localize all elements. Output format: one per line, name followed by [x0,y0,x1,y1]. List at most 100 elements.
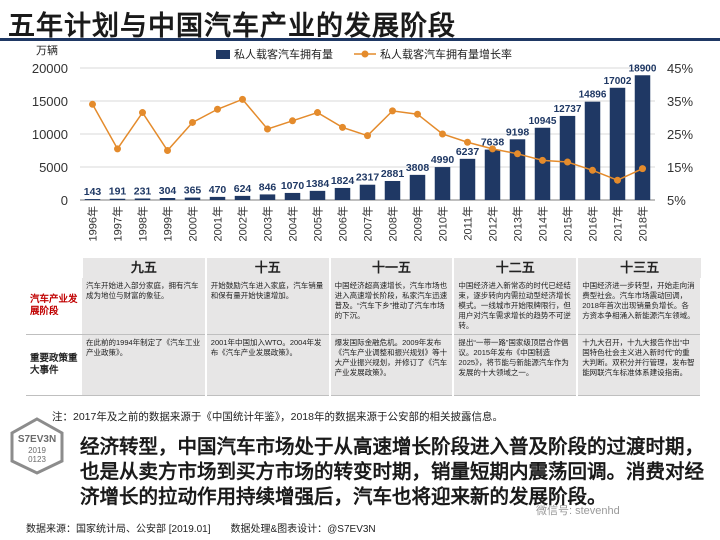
plan-header-10: 十五 [205,258,331,278]
row-label-stage: 汽车产业发展阶段 [26,278,82,335]
bar-value-label: 4990 [431,154,455,166]
bar [184,197,201,200]
ownership-chart: 私人载客汽车拥有量 私人载客汽车拥有量增长率 万辆 0 5000 10000 1500… [32,43,694,241]
table-corner [26,258,83,278]
bar-value-label: 14896 [579,90,607,101]
table-cell: 中国经济进一步转型，开始走向消费型社会。汽车市场震动回调，2018年首次出现销量… [577,278,702,335]
bar-value-label: 2881 [381,168,405,180]
table-cell: 中国经济超高速增长，汽车市场也进入高速增长阶段，私家汽车迅速普及。“汽车下乡”推… [329,278,455,335]
x-tick-label: 1999年 [161,206,175,241]
bar [584,101,601,200]
table-cell: 在此前的1994年制定了《汽车工业产业政策》。 [82,334,207,396]
chart-legend: 私人载客汽车拥有量 私人载客汽车拥有量增长率 [216,47,512,61]
y-left-tick-label: 0 [61,193,68,208]
growth-point [539,156,546,164]
x-tick-label: 1996年 [86,206,100,241]
x-tick-label: 2002年 [236,206,250,241]
bar-value-label: 470 [209,184,227,196]
table-row: 重要政策重大事件 在此前的1994年制定了《汽车工业产业政策》。 2001年中国… [26,334,702,396]
growth-line-series [89,95,646,184]
table-cell: 爆发国际金融危机。2009年发布《汽车产业调整和振兴规划》等十大产业振兴规划，并… [329,334,455,396]
legend-bar-label: 私人载客汽车拥有量 [234,47,333,61]
bar [409,174,426,200]
growth-point [564,158,571,166]
bar-value-label: 2317 [356,172,380,184]
growth-point [589,166,596,174]
growth-point [339,123,346,131]
x-tick-label: 2008年 [386,206,400,241]
plan-header-12: 十二五 [453,258,579,278]
y-right-tick-label: 15% [667,160,693,175]
y-left-tick-label: 15000 [32,94,68,109]
y-left-tick-label: 10000 [32,127,68,142]
summary-text: 经济转型，中国汽车市场处于从高速增长阶段进入普及阶段的过渡时期，也是从卖方市场到… [80,436,705,508]
y-right-tick-label: 25% [667,127,693,142]
bar-value-label: 1070 [281,180,305,192]
plan-header-11: 十一五 [329,258,455,278]
x-tick-label: 2016年 [586,206,600,241]
growth-point [164,147,171,154]
table-cell: 十九大召开，十九大报告作出“中国特色社会主义进入新时代”的重大判断。双积分并行管… [577,334,702,396]
growth-point [614,176,621,184]
bar-value-label: 624 [234,183,252,195]
growth-point [139,109,146,117]
bar-value-label: 143 [84,186,102,198]
x-tick-label: 2009年 [411,206,425,241]
row-label-policy: 重要政策重大事件 [26,334,82,396]
bar-value-label: 9198 [506,126,530,138]
bar-value-label: 10945 [529,116,557,127]
legend-bar-swatch [216,50,230,59]
growth-point [114,145,121,153]
title-divider [0,38,720,41]
x-tick-label: 2010年 [436,206,450,241]
bar [609,87,626,200]
bar-value-label: 231 [134,185,152,197]
bar-value-label: 6237 [456,146,480,158]
brand-stamp: S7EV3N 2019 0123 [10,417,64,475]
bar [259,194,276,200]
x-tick-label: 2003年 [261,206,275,241]
bar-value-label: 191 [109,186,127,198]
bar [634,75,651,200]
table-cell: 中国经济进入新常态的时代已经结束，逐步转向内需拉动型经济增长模式。一线城市开始限… [453,278,579,335]
x-tick-label: 2001年 [211,206,225,241]
bar-value-label: 17002 [604,76,632,87]
bar [234,195,251,200]
plan-header-13: 十三五 [577,258,701,278]
growth-point [389,107,396,115]
watermark: 微信号: stevenhd [536,505,620,517]
bar-value-label: 365 [184,185,202,197]
table-row: 汽车产业发展阶段 汽车开始进入部分家庭，拥有汽车成为地位与财富的象征。 开始鼓励… [26,278,702,335]
x-tick-label: 2000年 [186,206,200,241]
growth-point [189,118,196,126]
x-tick-label: 2018年 [636,206,650,241]
bar-value-label: 3808 [406,162,430,174]
bar-value-label: 1384 [306,178,330,190]
bar-value-label: 304 [159,185,177,197]
y-right-tick-label: 5% [667,193,686,208]
growth-point [89,100,96,108]
stamp-date: 0123 [28,455,46,464]
table-cell: 开始鼓励汽车进入家庭，汽车销量和保有量开始快速增加。 [205,278,331,335]
x-tick-label: 2011年 [461,206,475,241]
growth-point [314,109,321,117]
bar [134,198,151,200]
bar [459,158,476,200]
growth-point [514,150,521,158]
bar [309,190,326,200]
stamp-text: S7EV3N [18,434,56,445]
y-left-tick-label: 20000 [32,61,68,76]
bar [434,167,451,200]
growth-point [264,125,271,133]
x-tick-label: 2013年 [511,206,525,241]
growth-point [439,130,446,138]
x-tick-label: 2017年 [611,206,625,241]
table-header-row: 九五 十五 十一五 十二五 十三五 [26,258,701,278]
growth-point [239,95,246,103]
bar [559,115,576,200]
bar-value-labels: 143 191 231 304 365 470 624 846 1070 1384 1824 2317… [84,63,657,198]
bar [334,187,351,200]
data-note: 注：2017年及之前的数据来源于《中国统计年鉴》，2018年的数据来源于公安部的… [52,411,503,423]
bar [484,149,501,200]
growth-point [464,138,471,146]
